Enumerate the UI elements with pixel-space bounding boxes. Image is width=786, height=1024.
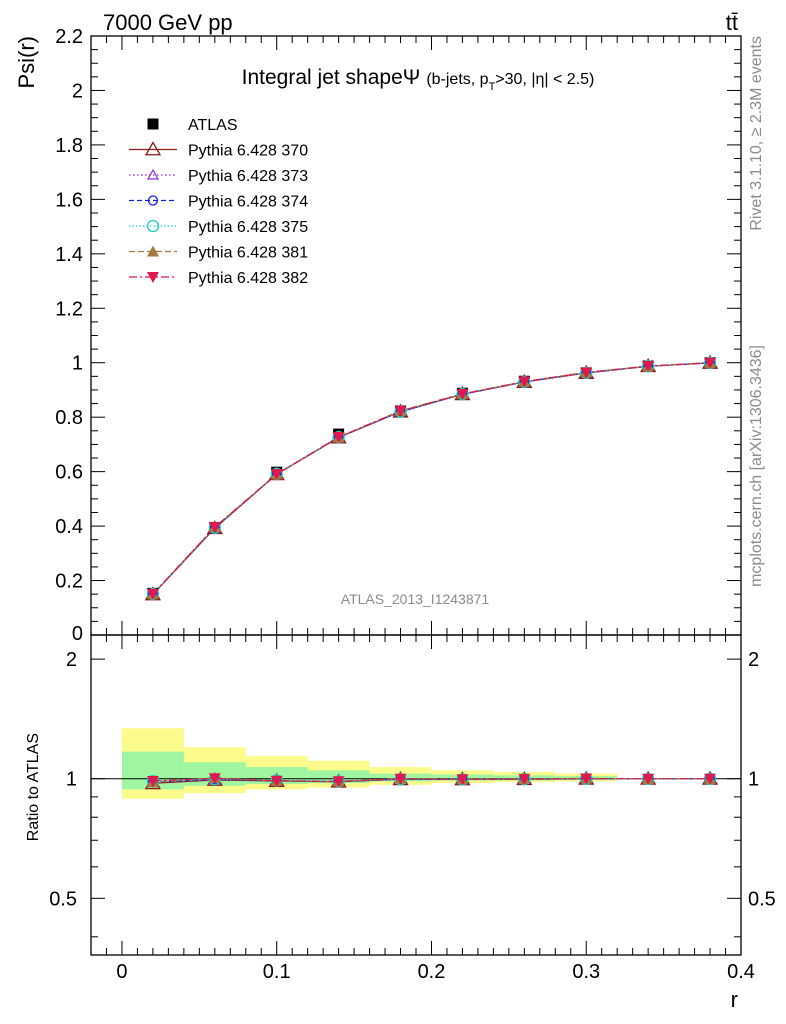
series-marker xyxy=(394,405,407,417)
mcplots-site-label: mcplots.cern.ch [arXiv:1306.3436] xyxy=(748,345,765,587)
ratio-series-marker xyxy=(146,775,159,787)
chart-subtitle-post: >30, |η| < 2.5) xyxy=(495,71,594,88)
x-tick-label: 0.2 xyxy=(418,961,446,983)
ratio-uncertainty-bands xyxy=(121,728,618,799)
ratio-tick-label: 0.5 xyxy=(49,888,77,910)
legend-label: Pythia 6.428 373 xyxy=(188,168,308,185)
series-line xyxy=(152,362,711,595)
ratio-tick-label: 2 xyxy=(66,649,77,671)
ratio-panel-frame xyxy=(90,634,742,956)
y-tick-label: 1.2 xyxy=(55,298,83,320)
series-marker xyxy=(456,389,469,401)
y-tick-label: 1.8 xyxy=(55,135,83,157)
y-tick-label: 0.2 xyxy=(55,571,83,593)
x-tick-label: 0.1 xyxy=(263,961,291,983)
legend-marker-data xyxy=(147,118,159,130)
ratio-series-marker xyxy=(394,773,407,785)
y-tick-label: 2.2 xyxy=(55,26,83,48)
legend-label: Pythia 6.428 374 xyxy=(188,194,308,211)
energy-label: 7000 GeV pp xyxy=(103,10,233,35)
series-line xyxy=(152,362,711,595)
ratio-series-marker xyxy=(456,774,469,786)
series-line xyxy=(152,362,711,595)
y-tick-label: 0 xyxy=(72,623,83,645)
legend-label: Pythia 6.428 381 xyxy=(188,245,308,262)
legend-marker xyxy=(146,219,160,233)
chart-title: Integral jet shapeΨ (b-jets, pT>30, |η| <… xyxy=(242,66,595,93)
series-line xyxy=(152,362,711,595)
series-marker xyxy=(208,522,221,534)
ratio-series-marker xyxy=(332,776,345,788)
ratio-series-line xyxy=(152,777,711,782)
legend-marker xyxy=(147,272,159,283)
rivet-version-label: Rivet 3.1.10, ≥ 2.3M events xyxy=(748,36,765,231)
legend-label: Pythia 6.428 370 xyxy=(188,143,308,160)
ratio-tick-label: 1 xyxy=(66,769,77,791)
axis-ticks: 0.2 0.4 0.6 0.8 1 1.2 1.4 1.6 1.8 2 2.2 0 0 0.1 0.2 0.3… xyxy=(49,26,776,983)
legend-label: Pythia 6.428 382 xyxy=(188,270,308,287)
ratio-tick-label: 0.5 xyxy=(748,888,776,910)
series-line xyxy=(152,362,711,595)
legend-marker xyxy=(144,141,162,156)
x-tick-label: 0.3 xyxy=(572,961,600,983)
legend-marker xyxy=(147,245,159,257)
series-marker xyxy=(332,432,345,444)
ratio-panel-series xyxy=(144,770,719,790)
chart-subtitle-sub: T xyxy=(489,81,496,93)
legend-label: ATLAS xyxy=(188,117,238,134)
y-tick-label: 1.6 xyxy=(55,189,83,211)
analysis-watermark: ATLAS_2013_I1243871 xyxy=(341,591,490,607)
ratio-series-marker xyxy=(208,773,221,785)
chart-subtitle-pre: (b-jets, p xyxy=(426,71,488,88)
y-tick-label: 0.8 xyxy=(55,407,83,429)
series-marker xyxy=(642,360,655,372)
ratio-series-marker xyxy=(642,773,655,785)
series-marker xyxy=(518,376,531,388)
x-tick-label: 0 xyxy=(116,961,127,983)
y-tick-label: 1.4 xyxy=(55,244,83,266)
series-marker xyxy=(146,588,159,600)
ratio-y-axis-label: Ratio to ATLAS xyxy=(25,733,42,841)
legend-marker xyxy=(146,168,160,180)
process-label: tt̄ xyxy=(726,10,738,35)
legend-label: Pythia 6.428 375 xyxy=(188,219,308,236)
series-marker xyxy=(704,357,717,369)
main-panel-series xyxy=(144,354,719,601)
y-tick-label: 0.4 xyxy=(55,516,83,538)
ratio-series-marker xyxy=(580,773,593,785)
series-line xyxy=(152,362,711,595)
ratio-series-marker xyxy=(704,773,717,785)
series-marker xyxy=(580,367,593,379)
legend: ATLAS Pythia 6.428 370 Pythia 6.428 373 Pyt… xyxy=(129,117,308,287)
legend-marker xyxy=(147,195,159,206)
ratio-series-marker xyxy=(270,775,283,787)
ratio-tick-label: 2 xyxy=(748,649,759,671)
chart-title-main: Integral jet shapeΨ xyxy=(242,66,421,89)
x-tick-label: 0.4 xyxy=(727,961,755,983)
ratio-series-marker xyxy=(518,773,531,785)
x-axis-label: r xyxy=(731,987,738,1012)
ratio-tick-label: 1 xyxy=(748,769,759,791)
y-tick-label: 0.6 xyxy=(55,462,83,484)
y-axis-label: Psi(r) xyxy=(14,36,39,89)
y-tick-label: 1 xyxy=(72,353,83,375)
y-tick-label: 2 xyxy=(72,80,83,102)
series-marker xyxy=(270,469,283,481)
